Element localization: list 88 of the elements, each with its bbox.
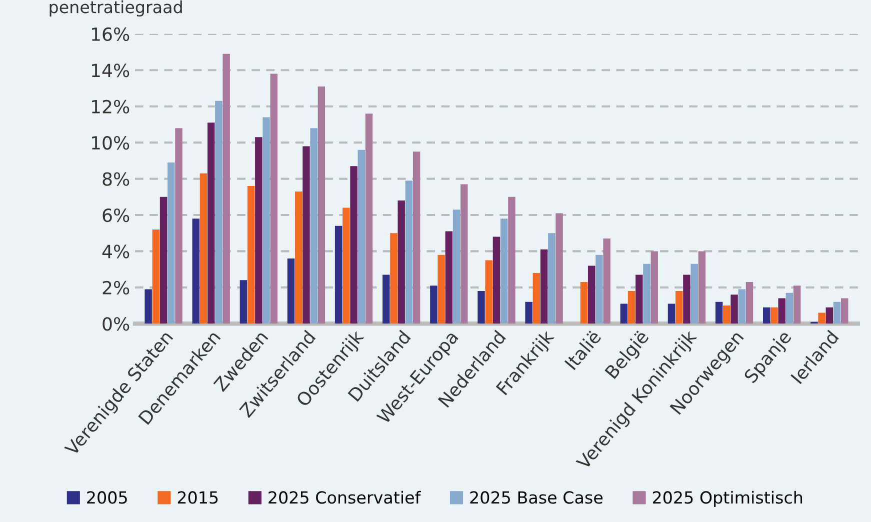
bar <box>738 289 746 324</box>
bar <box>556 213 563 324</box>
bar <box>650 251 658 324</box>
legend-label: 2025 Base Case <box>470 491 603 504</box>
bar <box>452 210 460 324</box>
bar <box>192 218 200 324</box>
bar <box>152 229 160 324</box>
bar <box>715 302 723 324</box>
y-tick-label: 14% <box>92 64 130 78</box>
bar <box>240 280 248 324</box>
bar <box>398 200 405 324</box>
bar <box>262 117 270 324</box>
bar <box>548 233 556 324</box>
bar <box>287 258 295 324</box>
bar <box>382 274 390 324</box>
y-tick-label: 10% <box>92 136 130 150</box>
y-axis-title: penetratiegraad <box>50 0 182 17</box>
bar <box>390 233 398 324</box>
bar <box>144 289 152 324</box>
bar <box>628 291 636 324</box>
bar <box>793 286 801 324</box>
y-tick-label: 0% <box>102 317 130 331</box>
bar <box>525 302 532 324</box>
bar <box>698 251 706 324</box>
bar <box>215 100 222 324</box>
bar <box>532 272 540 324</box>
bar <box>255 137 262 324</box>
bar <box>690 264 698 324</box>
bar <box>588 266 596 324</box>
bar <box>365 114 373 324</box>
bar <box>200 173 208 324</box>
bar <box>818 312 826 324</box>
bar <box>786 292 794 324</box>
bar <box>492 236 500 324</box>
bar <box>596 254 603 324</box>
bar <box>770 307 778 324</box>
bar <box>460 184 468 324</box>
bar <box>334 226 342 324</box>
bar <box>500 218 508 324</box>
bar <box>270 74 278 324</box>
bar <box>478 291 485 324</box>
legend-label: 2015 <box>178 491 218 504</box>
bar <box>342 208 350 324</box>
bar <box>175 128 182 324</box>
bar <box>603 238 610 324</box>
bar <box>160 196 168 324</box>
legend-label: 2025 Optimistisch <box>652 490 802 507</box>
bar <box>247 186 255 324</box>
y-tick-label: 12% <box>92 100 130 114</box>
bar <box>540 249 548 324</box>
bar <box>826 307 834 324</box>
bar <box>636 274 643 324</box>
y-tick-label: 2% <box>102 280 130 295</box>
bar <box>833 302 841 324</box>
bar <box>438 254 445 324</box>
bar <box>350 166 358 324</box>
y-tick-label: 6% <box>102 208 130 222</box>
legend-label: 2005 <box>87 491 127 504</box>
bar <box>643 264 650 324</box>
bar <box>445 231 453 324</box>
bar <box>683 274 690 324</box>
bar <box>295 191 302 324</box>
legend-label: 2025 Conservatief <box>268 490 421 504</box>
bar <box>763 307 770 324</box>
bar <box>730 294 738 324</box>
bar <box>405 180 413 324</box>
bar <box>430 286 438 324</box>
bar <box>207 122 215 324</box>
bar <box>746 282 754 324</box>
bar <box>485 260 492 324</box>
bar <box>675 291 683 324</box>
y-tick-label: 8% <box>102 172 130 186</box>
bar <box>302 146 310 324</box>
bar <box>841 298 848 324</box>
bar <box>723 306 730 324</box>
bar <box>620 304 628 324</box>
bar <box>222 54 230 324</box>
y-tick-label: 4% <box>102 244 130 258</box>
bar <box>168 162 175 324</box>
bar <box>358 150 366 324</box>
bar <box>778 298 786 324</box>
bar <box>412 152 420 324</box>
bar <box>668 304 676 324</box>
bar <box>580 282 588 324</box>
bar <box>310 128 318 324</box>
bar <box>318 86 326 324</box>
y-tick-label: 16% <box>92 27 130 42</box>
bar <box>508 196 516 324</box>
